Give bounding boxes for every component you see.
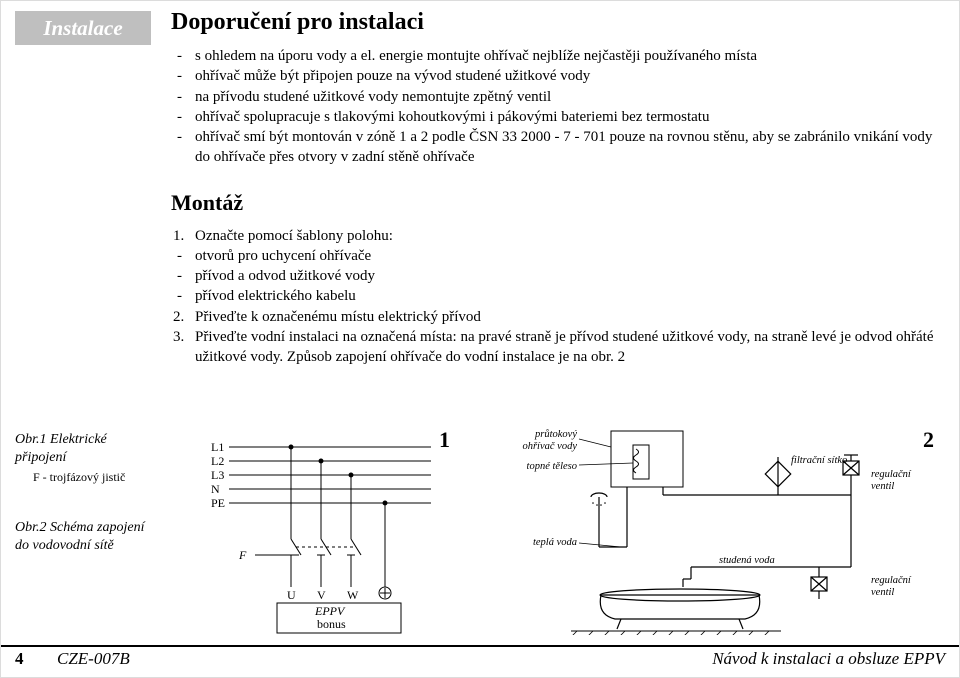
doc-code: CZE-007B — [57, 649, 130, 669]
list-item: na přívodu studené užitkové vody nemontu… — [171, 87, 941, 107]
doc-title: Návod k instalaci a obsluze EPPV — [712, 649, 945, 669]
phase-label: PE — [211, 496, 225, 510]
caption-fig1: Obr.1 Elektrické připojení — [15, 431, 161, 466]
terminal-label: U — [287, 588, 296, 602]
list-item: ohřívač může být připojen pouze na vývod… — [171, 66, 941, 86]
list-item: s ohledem na úporu vody a el. energie mo… — [171, 46, 941, 66]
terminal-label: W — [347, 588, 359, 602]
list-item: ohřívač spolupracuje s tlakovými kohoutk… — [171, 107, 941, 127]
section-tab: Instalace — [15, 11, 151, 45]
phase-label: L1 — [211, 440, 224, 454]
label-regvalve: ventil — [871, 481, 894, 492]
step-line: Označte pomocí šablony polohu: — [171, 226, 941, 246]
heading-recommendations: Doporučení pro instalaci — [171, 9, 941, 36]
figure-number-2: 2 — [923, 427, 934, 452]
label-regvalve: regulační — [871, 469, 912, 480]
step-line: Přiveďte vodní instalaci na označená mís… — [171, 327, 941, 368]
step-line: otvorů pro uchycení ohřívače — [171, 246, 941, 266]
label-heater: průtokový — [534, 429, 577, 440]
caption-fig2: Obr.2 Schéma zapojení do vodovodní sítě — [15, 519, 161, 554]
device-sublabel: bonus — [317, 617, 346, 631]
figure-number-1: 1 — [439, 427, 450, 452]
page-number: 4 — [15, 649, 24, 669]
label-element: topné těleso — [527, 461, 577, 472]
step-line: přívod elektrického kabelu — [171, 286, 941, 306]
label-regvalve2: ventil — [871, 587, 894, 598]
step-line: přívod a odvod užitkové vody — [171, 266, 941, 286]
label-cold: studená voda — [719, 555, 775, 566]
phase-label: L2 — [211, 454, 224, 468]
figure-2: 2 průtokový ohřívač vody topné těleso — [522, 427, 934, 635]
caption-fig1-sub: F - trojfázový jistič — [15, 470, 161, 485]
page-footer: 4 CZE-007B Návod k instalaci a obsluze E… — [1, 645, 959, 669]
page: Instalace Doporučení pro instalaci s ohl… — [0, 0, 960, 678]
label-filter: filtrační sítko — [791, 455, 847, 466]
phase-label: L3 — [211, 468, 224, 482]
steps-block: Označte pomocí šablony polohu: otvorů pr… — [171, 226, 941, 368]
list-item: ohřívač smí být montován v zóně 1 a 2 po… — [171, 127, 941, 168]
main-content: Doporučení pro instalaci s ohledem na úp… — [171, 9, 941, 367]
device-label: EPPV — [314, 604, 346, 618]
label-hot: teplá voda — [533, 537, 577, 548]
schematics-svg: 1 L1 L2 L3 N PE F — [171, 427, 941, 635]
step-line: Přiveďte k označenému místu elektrický p… — [171, 307, 941, 327]
figures: 1 L1 L2 L3 N PE F — [171, 427, 941, 633]
phase-label: N — [211, 482, 220, 496]
breaker-label: F — [238, 548, 247, 562]
label-heater: ohřívač vody — [522, 441, 577, 452]
figure-1: 1 L1 L2 L3 N PE F — [211, 427, 450, 633]
heading-montaz: Montáž — [171, 190, 941, 216]
terminal-label: V — [317, 588, 326, 602]
figure-captions: Obr.1 Elektrické připojení F - trojfázov… — [15, 431, 161, 554]
recommendation-list: s ohledem na úporu vody a el. energie mo… — [171, 46, 941, 168]
label-regvalve2: regulační — [871, 575, 912, 586]
